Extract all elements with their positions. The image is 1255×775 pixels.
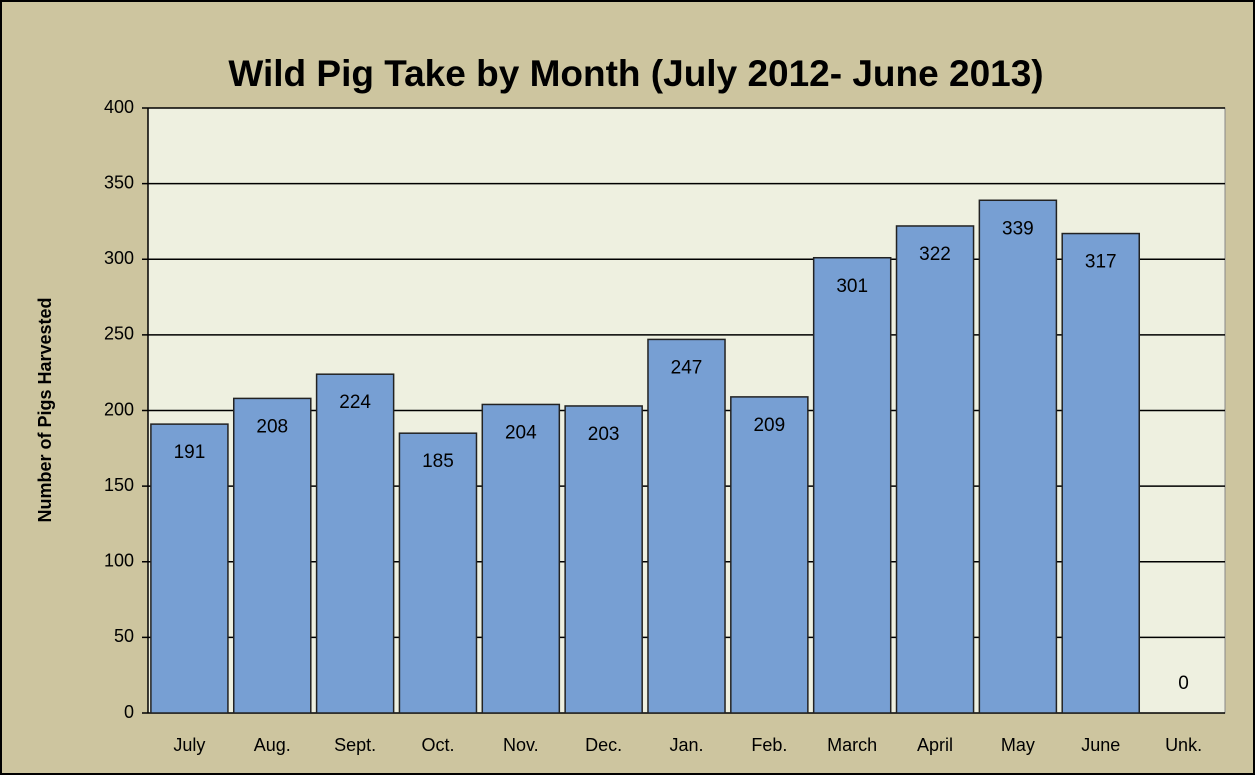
y-tick-label: 0 [124, 702, 134, 722]
x-tick-label: Dec. [585, 735, 622, 755]
x-tick-label: Sept. [334, 735, 376, 755]
value-label: 185 [422, 451, 454, 472]
x-tick-label: Oct. [421, 735, 454, 755]
x-tick-label: March [827, 735, 877, 755]
y-axis-label: Number of Pigs Harvested [35, 297, 55, 522]
bar [647, 338, 726, 714]
bar [812, 256, 892, 714]
bar [730, 396, 809, 714]
value-label: 209 [753, 415, 785, 436]
bar [232, 397, 312, 714]
y-tick-label: 50 [114, 626, 134, 646]
value-label: 204 [505, 422, 537, 443]
bar [150, 423, 229, 714]
bar [895, 225, 975, 714]
x-tick-label: Nov. [503, 735, 539, 755]
bar [1061, 232, 1141, 714]
value-label: 301 [836, 276, 868, 297]
y-tick-label: 150 [104, 475, 134, 495]
value-label: 191 [174, 442, 206, 463]
y-tick-label: 350 [104, 172, 134, 192]
value-label: 322 [919, 244, 951, 265]
x-tick-label: Feb. [751, 735, 787, 755]
y-tick-label: 300 [104, 248, 134, 268]
chart-title: Wild Pig Take by Month (July 2012- June … [228, 53, 1043, 94]
value-label: 339 [1002, 218, 1034, 239]
value-label: 203 [588, 424, 620, 445]
x-tick-label: May [1001, 735, 1035, 755]
y-tick-label: 100 [104, 551, 134, 571]
value-label: 0 [1178, 673, 1189, 694]
x-tick-label: Unk. [1165, 735, 1202, 755]
bar [481, 403, 561, 714]
value-label: 224 [339, 392, 371, 413]
y-tick-label: 200 [104, 399, 134, 419]
x-tick-label: June [1081, 735, 1120, 755]
y-tick-label: 250 [104, 324, 134, 344]
value-label: 247 [671, 357, 703, 378]
y-tick-label: 400 [104, 97, 134, 117]
bar [315, 373, 395, 714]
bar [978, 199, 1058, 714]
x-tick-label: Aug. [254, 735, 291, 755]
x-tick-label: April [917, 735, 953, 755]
value-label: 317 [1085, 252, 1117, 273]
x-tick-label: July [173, 735, 205, 755]
x-tick-label: Jan. [669, 735, 703, 755]
value-label: 208 [256, 416, 288, 437]
bar [564, 405, 643, 714]
bar [398, 432, 478, 714]
